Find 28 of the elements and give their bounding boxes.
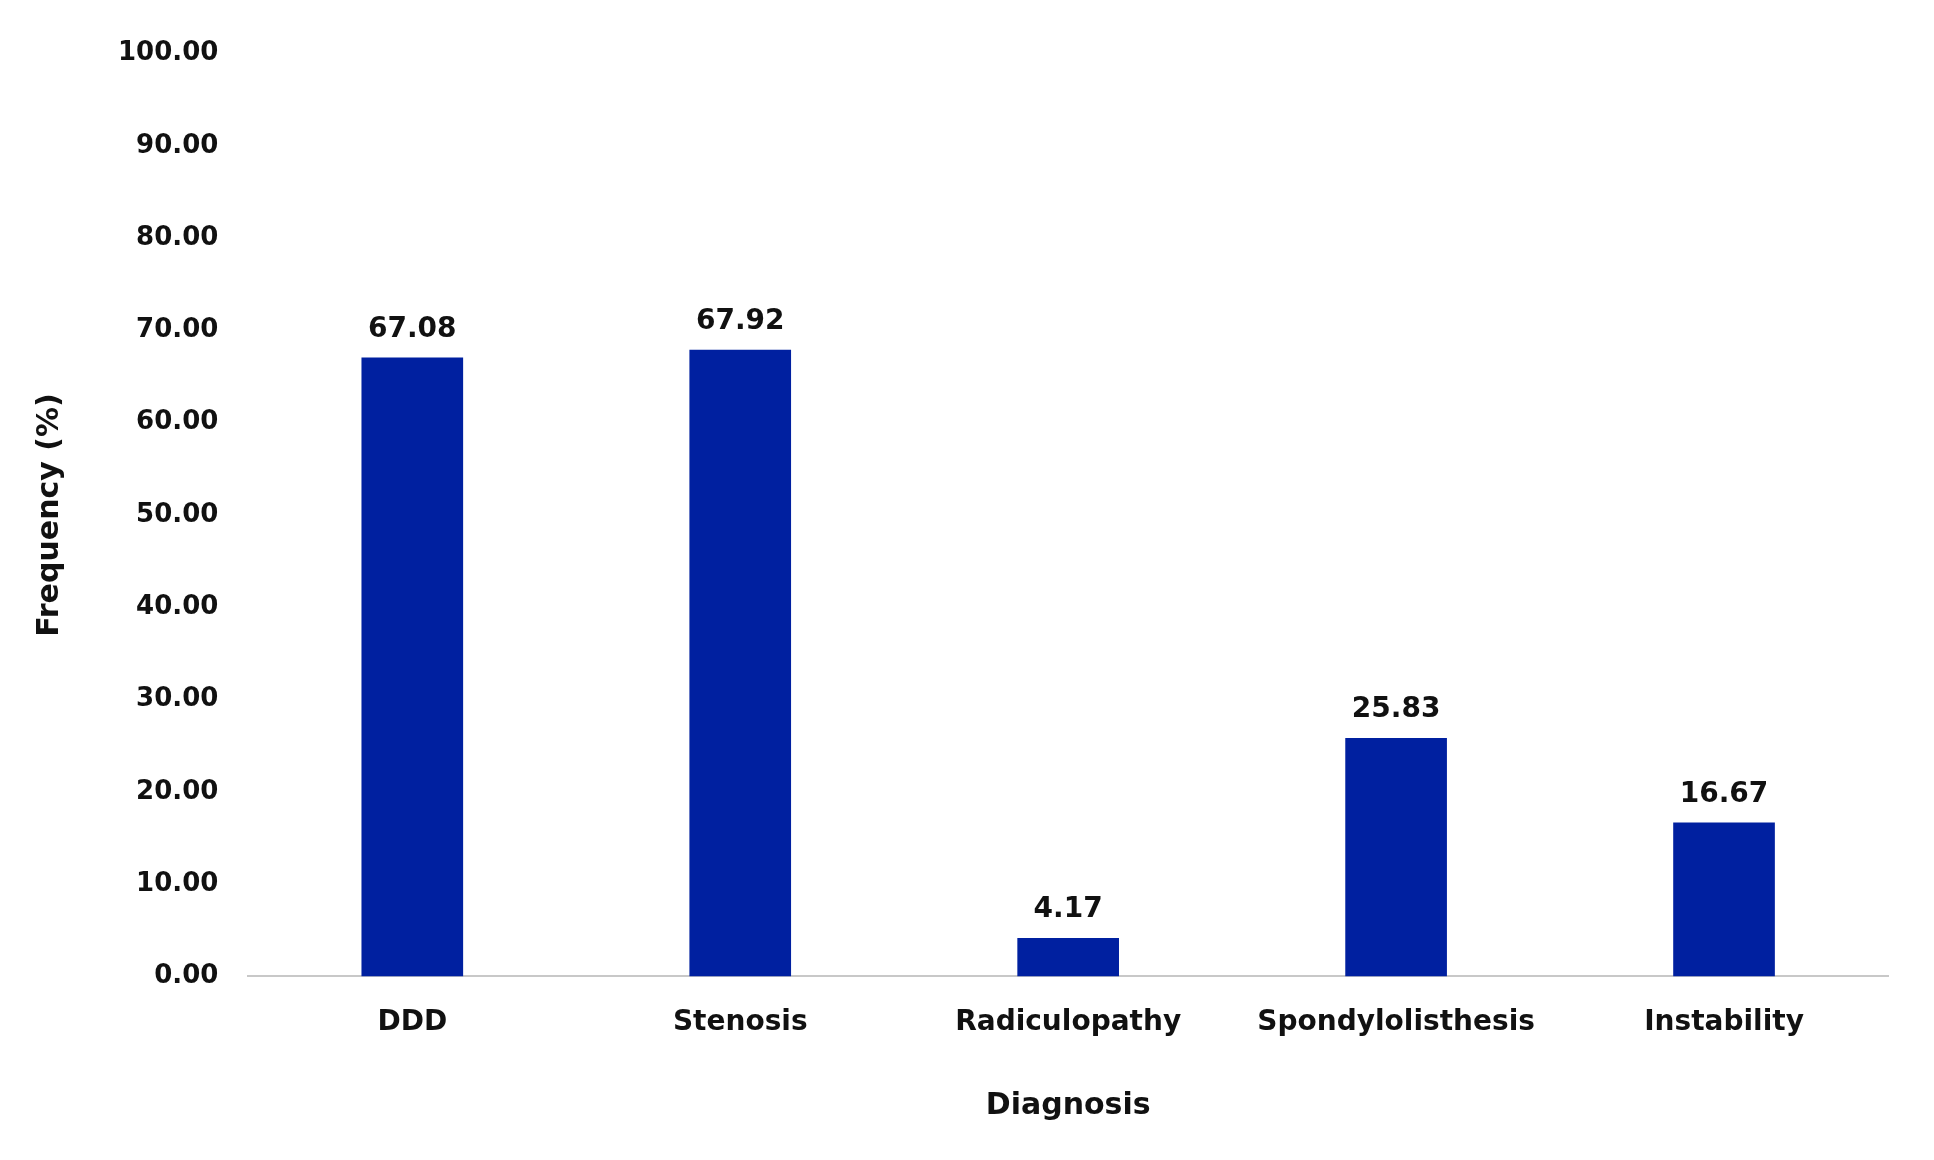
y-tick-label: 30.00 [136,682,219,713]
x-tick-label: Spondylolisthesis [1257,1004,1535,1038]
data-label: 4.17 [1033,891,1103,925]
y-tick-label: 0.00 [154,959,219,990]
y-tick-label: 60.00 [136,405,219,436]
data-label: 16.67 [1679,775,1769,809]
x-tick-label: Stenosis [672,1004,808,1038]
x-tick-label: Instability [1644,1004,1804,1038]
bar [1345,738,1447,977]
bar [1673,822,1775,977]
y-tick-label: 50.00 [136,497,219,528]
x-axis-title: Diagnosis [985,1085,1151,1121]
y-tick-label: 70.00 [136,313,219,344]
y-axis-title: Frequency (%) [29,393,65,637]
bar [1017,937,1119,977]
data-label: 67.92 [695,302,785,336]
y-tick-label: 10.00 [136,866,219,897]
y-tick-label: 40.00 [136,590,219,621]
y-tick-label: 90.00 [136,128,219,159]
data-label: 67.08 [368,310,457,344]
data-label: 25.83 [1351,691,1441,725]
y-tick-label: 100.00 [117,36,219,67]
bar [689,349,792,977]
x-tick-label: DDD [377,1004,448,1038]
x-tick-label: Radiculopathy [955,1004,1182,1038]
y-tick-label: 20.00 [136,774,219,805]
bar [361,357,464,977]
y-tick-label: 80.00 [136,220,219,251]
